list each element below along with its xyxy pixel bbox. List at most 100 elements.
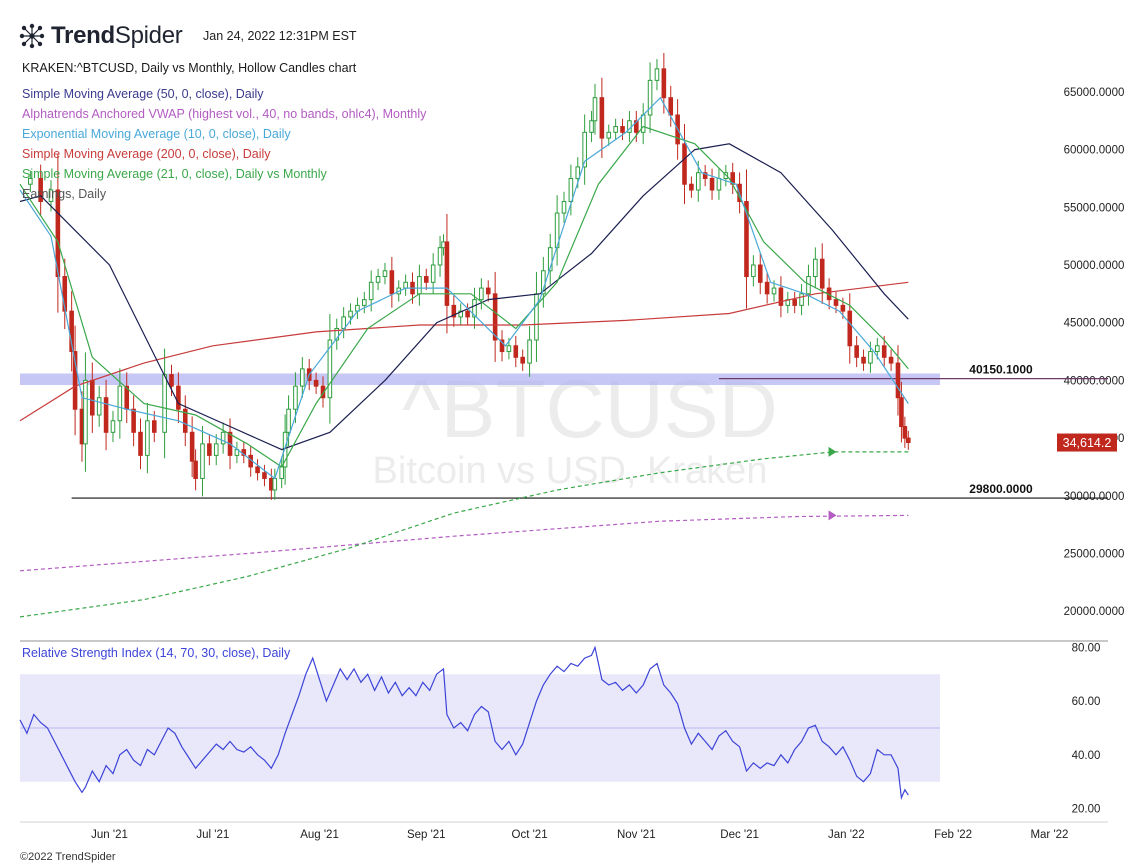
- candle[interactable]: [38, 164, 43, 216]
- indicator-legend-item[interactable]: Simple Moving Average (21, 0, close), Da…: [22, 167, 327, 181]
- sma-50-line[interactable]: [19, 143, 909, 451]
- candle[interactable]: [262, 464, 267, 487]
- candle[interactable]: [668, 85, 674, 127]
- candle[interactable]: [888, 349, 894, 371]
- ema-10-line[interactable]: [19, 96, 909, 480]
- candle[interactable]: [182, 395, 188, 447]
- rsi-line[interactable]: [19, 645, 909, 801]
- candle[interactable]: [193, 449, 198, 491]
- candle[interactable]: [131, 395, 136, 447]
- candle[interactable]: [689, 176, 694, 198]
- candle[interactable]: [83, 352, 88, 472]
- candle[interactable]: [520, 349, 525, 371]
- candle[interactable]: [599, 77, 605, 158]
- indicator-legend-item[interactable]: Exponential Moving Average (10, 0, close…: [22, 127, 291, 141]
- indicator-legend-item[interactable]: Simple Moving Average (50, 0, close), Da…: [22, 87, 264, 101]
- candle[interactable]: [444, 213, 450, 334]
- candle[interactable]: [881, 335, 887, 368]
- candle[interactable]: [606, 124, 612, 146]
- candle[interactable]: [62, 258, 68, 330]
- candle[interactable]: [213, 434, 219, 466]
- candle[interactable]: [200, 425, 205, 497]
- candle-body: [382, 270, 388, 278]
- candle[interactable]: [28, 170, 33, 193]
- candle[interactable]: [702, 164, 708, 187]
- candle[interactable]: [547, 233, 553, 285]
- candle[interactable]: [813, 247, 818, 289]
- candle[interactable]: [751, 255, 756, 287]
- candle[interactable]: [568, 164, 574, 216]
- candle[interactable]: [465, 303, 470, 325]
- candle[interactable]: [176, 372, 181, 424]
- candle[interactable]: [327, 314, 333, 424]
- candle[interactable]: [451, 295, 457, 327]
- indicator-legend-item[interactable]: Earnings, Daily: [22, 187, 107, 201]
- candle[interactable]: [592, 83, 598, 135]
- candle[interactable]: [334, 318, 340, 350]
- x-axis-tick-label: Mar '22: [1030, 829, 1068, 841]
- candle[interactable]: [744, 169, 749, 309]
- candle[interactable]: [634, 110, 639, 143]
- candle[interactable]: [647, 62, 653, 133]
- candle[interactable]: [220, 422, 226, 454]
- candle[interactable]: [151, 410, 157, 443]
- candle[interactable]: [861, 349, 866, 371]
- candle[interactable]: [589, 110, 594, 143]
- candle[interactable]: [906, 430, 911, 450]
- candle[interactable]: [472, 287, 477, 329]
- indicator-legend-item[interactable]: Alphatrends Anchored VWAP (highest vol.,…: [22, 107, 427, 121]
- candle[interactable]: [382, 262, 388, 285]
- candle[interactable]: [620, 118, 625, 141]
- candle[interactable]: [117, 368, 123, 439]
- candle[interactable]: [96, 385, 102, 427]
- candle[interactable]: [479, 278, 484, 310]
- trendspider-logo-icon: [19, 23, 45, 49]
- candle[interactable]: [561, 191, 567, 223]
- rsi-panel[interactable]: 80.00 60.00 40.00 20.00 Relative Strength In…: [19, 642, 1100, 816]
- candle[interactable]: [207, 434, 212, 466]
- candle[interactable]: [757, 253, 763, 295]
- candle[interactable]: [145, 402, 150, 474]
- candle[interactable]: [430, 253, 436, 295]
- candle[interactable]: [485, 280, 491, 302]
- candle[interactable]: [709, 168, 715, 200]
- anchored-vwap-line[interactable]: [19, 514, 909, 572]
- candle[interactable]: [55, 153, 61, 313]
- candle[interactable]: [899, 381, 904, 443]
- candle[interactable]: [138, 418, 143, 470]
- candle[interactable]: [389, 256, 395, 308]
- candle[interactable]: [458, 303, 464, 325]
- candle[interactable]: [613, 118, 618, 141]
- candle[interactable]: [792, 291, 797, 314]
- candle[interactable]: [902, 416, 908, 448]
- candle[interactable]: [110, 410, 116, 443]
- candle[interactable]: [313, 372, 319, 394]
- monthly-sma-21-line[interactable]: [19, 451, 909, 618]
- candle[interactable]: [437, 235, 443, 277]
- candle[interactable]: [492, 271, 498, 362]
- candle[interactable]: [854, 335, 859, 368]
- candle[interactable]: [513, 335, 519, 368]
- candle[interactable]: [103, 379, 109, 451]
- candle[interactable]: [799, 284, 804, 316]
- candle[interactable]: [375, 268, 381, 291]
- candle[interactable]: [682, 123, 687, 205]
- candle[interactable]: [819, 243, 825, 304]
- candle[interactable]: [72, 325, 78, 436]
- candle[interactable]: [255, 459, 260, 481]
- candle-body: [799, 293, 804, 306]
- candle[interactable]: [582, 114, 587, 185]
- candle[interactable]: [300, 357, 305, 398]
- candle[interactable]: [362, 291, 367, 314]
- candle[interactable]: [764, 272, 770, 304]
- sma-21-line[interactable]: [19, 125, 909, 468]
- sma-200-line[interactable]: [19, 281, 909, 422]
- candle[interactable]: [778, 276, 784, 318]
- candle[interactable]: [423, 268, 429, 291]
- candle[interactable]: [654, 59, 660, 91]
- indicator-legend-item[interactable]: Simple Moving Average (200, 0, close), D…: [22, 147, 271, 161]
- candle[interactable]: [527, 326, 532, 377]
- candle[interactable]: [499, 330, 505, 362]
